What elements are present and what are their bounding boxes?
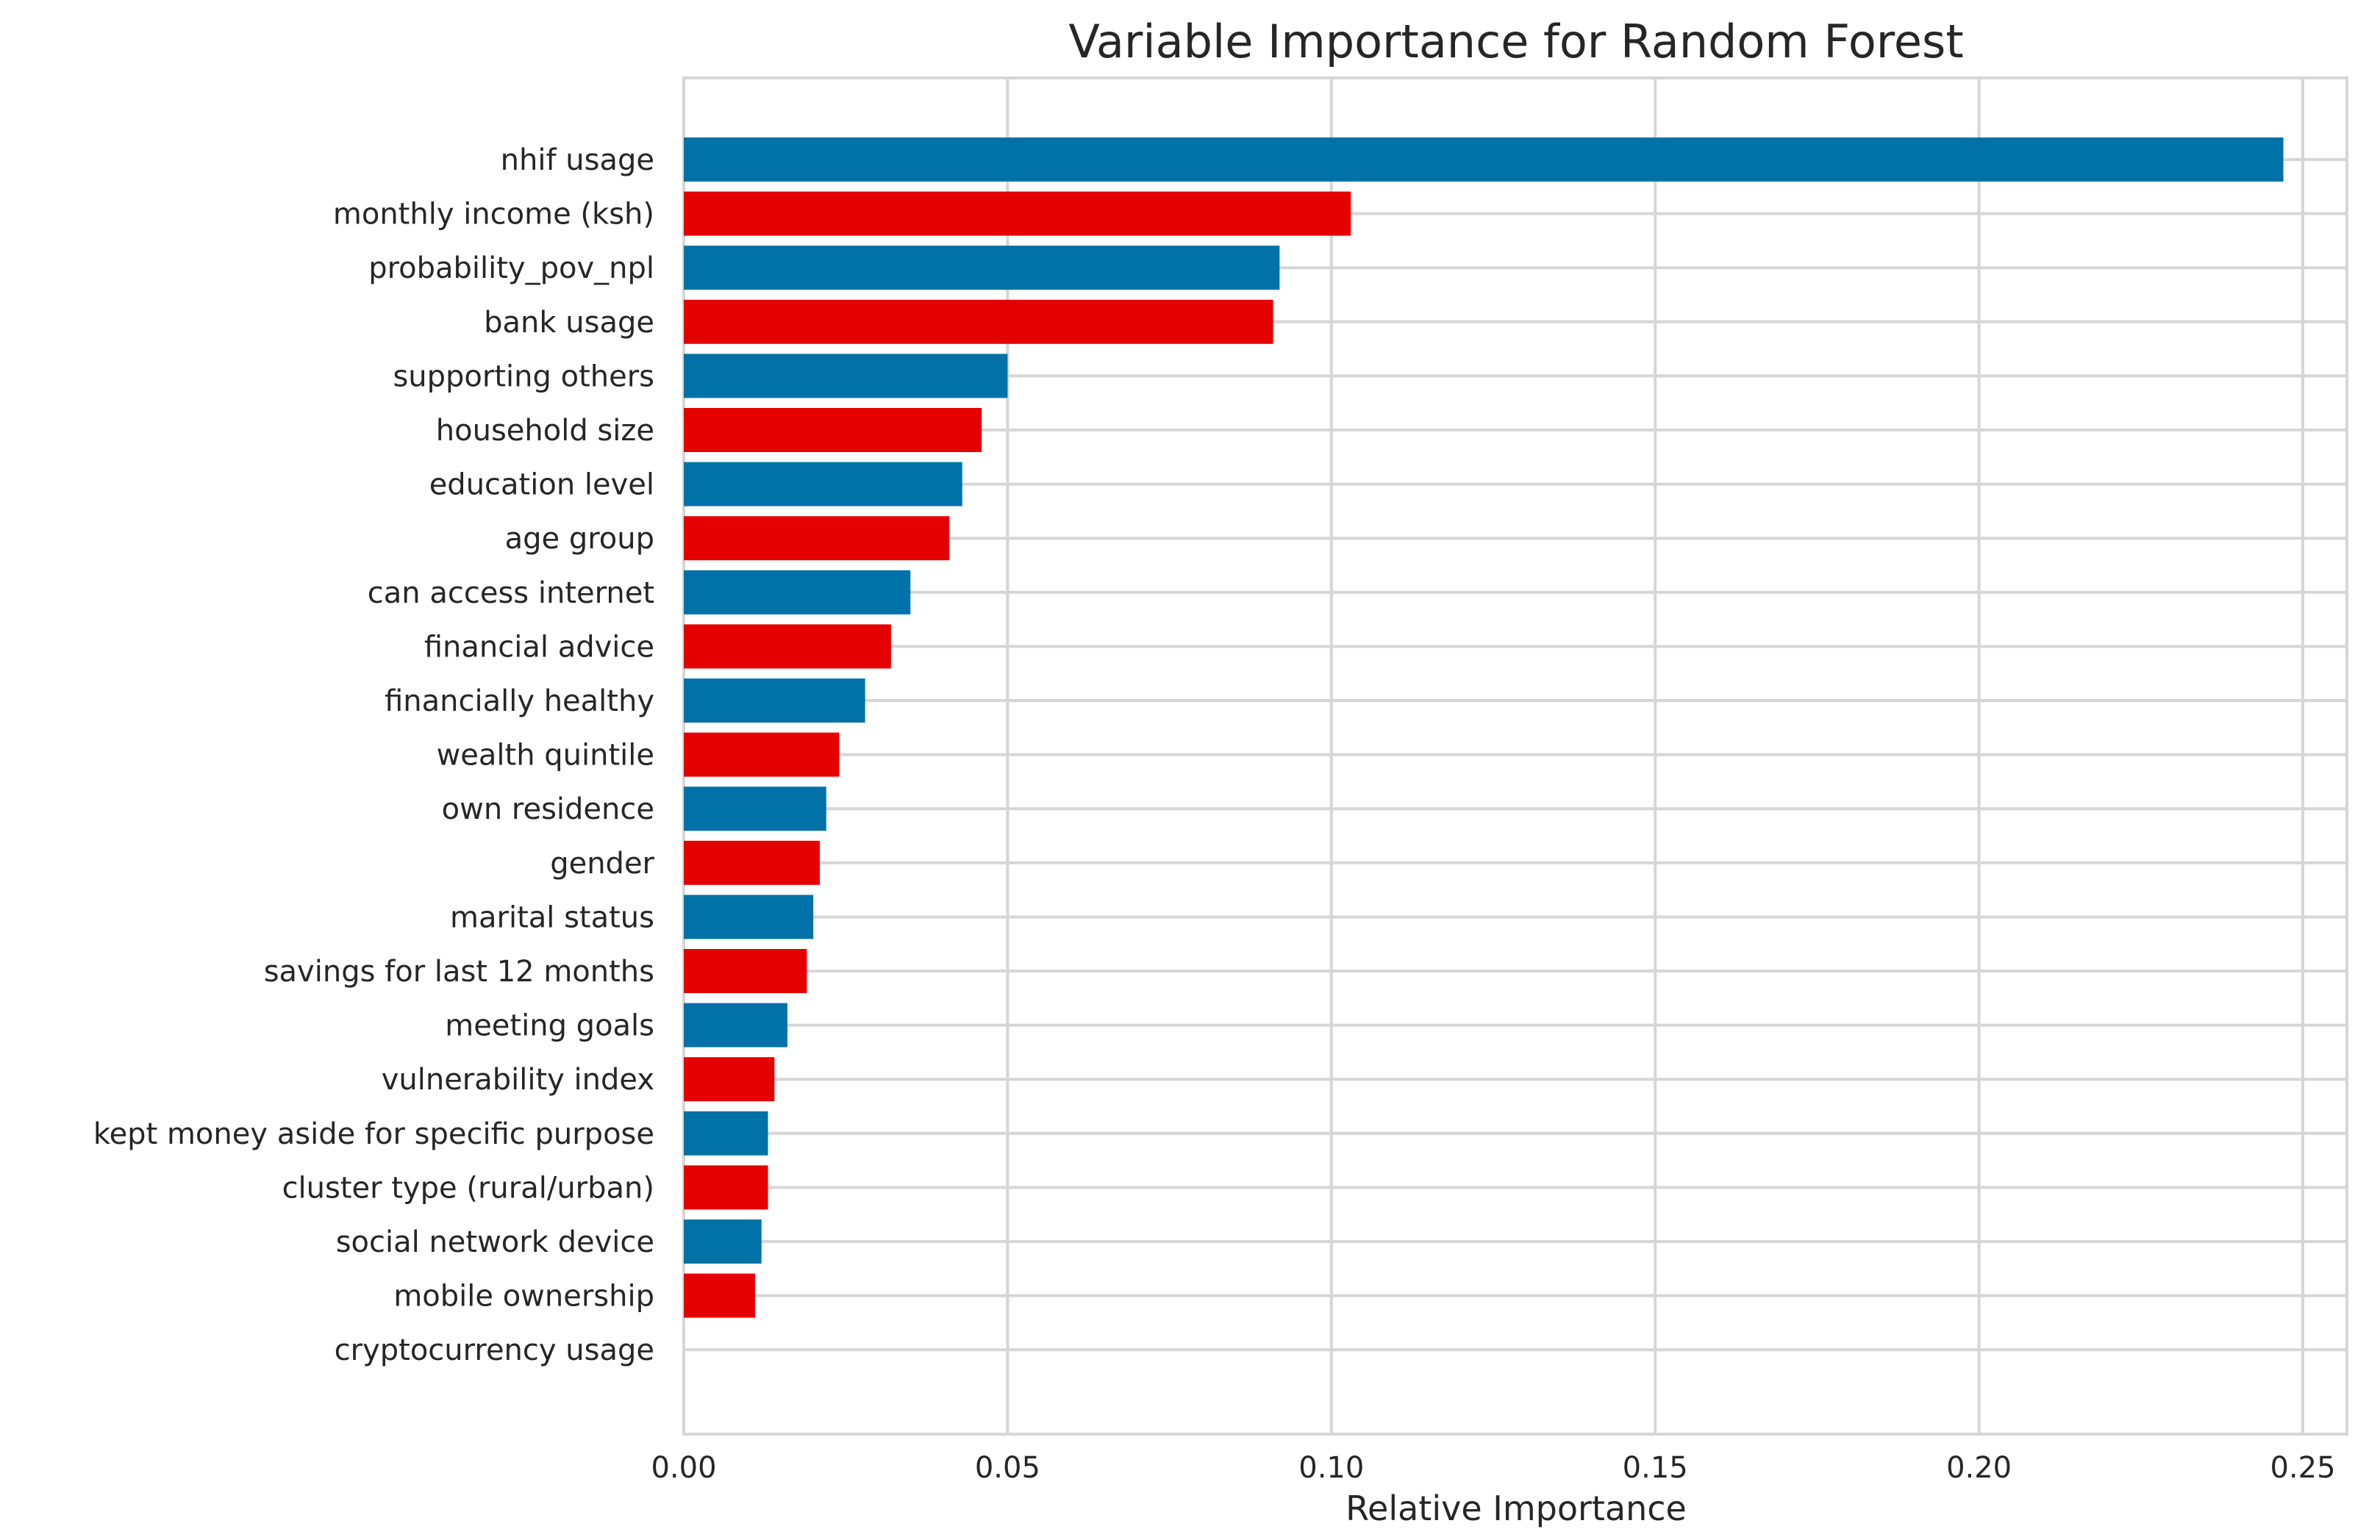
bar [684, 732, 840, 777]
category-label: gender [550, 847, 654, 881]
bar [684, 516, 950, 561]
category-label: household size [436, 414, 654, 448]
bar [684, 895, 814, 939]
category-label: social network device [336, 1225, 654, 1259]
bar [684, 1003, 787, 1047]
x-tick-label: 0.25 [2270, 1451, 2335, 1485]
category-label: cluster type (rural/urban) [282, 1171, 654, 1205]
bar [684, 354, 1008, 398]
bar [684, 137, 2284, 182]
category-label: mobile ownership [393, 1280, 654, 1314]
x-tick-label: 0.00 [651, 1451, 716, 1485]
bar [684, 570, 911, 615]
category-label: probability_pov_npl [368, 251, 654, 285]
bar [684, 246, 1280, 290]
x-tick-label: 0.10 [1298, 1451, 1364, 1485]
x-axis-label: Relative Importance [1346, 1489, 1687, 1528]
bar [684, 299, 1273, 344]
category-label: bank usage [484, 306, 654, 340]
chart-title: Variable Importance for Random Forest [1068, 15, 1963, 68]
bar [684, 1111, 768, 1156]
bar [684, 1220, 762, 1264]
category-label: can access internet [368, 576, 654, 610]
category-label: supporting others [393, 359, 654, 393]
bar-layer [684, 137, 2284, 1318]
bar [684, 462, 962, 506]
bar [684, 949, 807, 993]
category-label: marital status [450, 900, 654, 934]
category-label: cryptocurrency usage [335, 1333, 654, 1367]
bar [684, 678, 865, 723]
category-label: financially healthy [385, 684, 654, 718]
bar [684, 1165, 768, 1210]
bar [684, 624, 891, 669]
bar [684, 191, 1351, 236]
category-label: age group [505, 522, 654, 556]
category-label: own residence [442, 792, 654, 826]
category-label: wealth quintile [437, 739, 654, 773]
category-label: meeting goals [445, 1009, 654, 1043]
label-layer: 0.00 0.05 0.10 0.15 0.20 0.25 nhif usage monthl… [93, 143, 2336, 1485]
category-label: financial advice [424, 630, 654, 664]
bar [684, 1273, 755, 1318]
category-label: monthly income (ksh) [333, 198, 654, 232]
bar [684, 787, 826, 831]
bar [684, 1057, 775, 1102]
bar [684, 408, 982, 452]
x-tick-label: 0.20 [1946, 1451, 2012, 1485]
category-label: vulnerability index [382, 1063, 654, 1097]
x-tick-label: 0.15 [1623, 1451, 1688, 1485]
category-label: savings for last 12 months [264, 955, 654, 989]
bar [684, 840, 820, 885]
x-tick-label: 0.05 [975, 1451, 1040, 1485]
category-label: education level [429, 468, 654, 502]
category-label: nhif usage [501, 143, 654, 177]
category-label: kept money aside for specific purpose [93, 1117, 654, 1151]
